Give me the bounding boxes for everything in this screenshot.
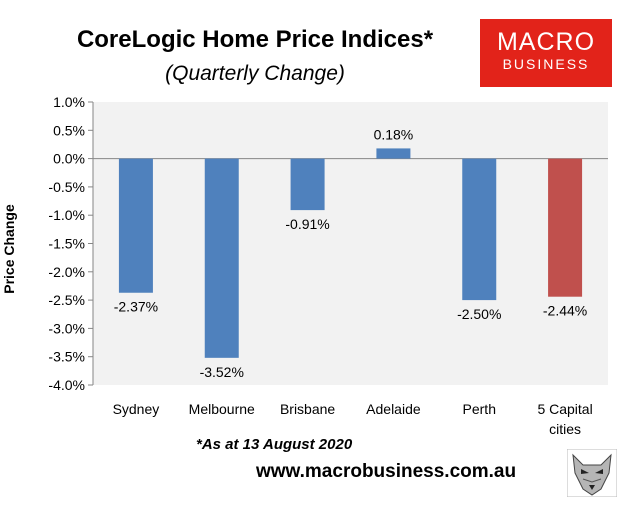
y-tick-label: 0.0% xyxy=(53,151,85,167)
bar xyxy=(118,158,153,293)
y-tick-label: -1.0% xyxy=(48,207,85,223)
y-tick-label: -3.5% xyxy=(48,349,85,365)
footnote: *As at 13 August 2020 xyxy=(196,436,353,453)
y-tick-label: -2.5% xyxy=(48,292,85,308)
y-tick-label: 1.0% xyxy=(53,94,85,110)
x-tick-label: Melbourne xyxy=(189,401,255,417)
plot-area xyxy=(93,102,608,385)
bar xyxy=(204,158,239,358)
x-tick-label: Perth xyxy=(463,401,496,417)
x-tick-label: cities xyxy=(549,421,581,437)
data-label: 0.18% xyxy=(374,126,414,142)
y-tick-label: -4.0% xyxy=(48,377,85,393)
data-label: -0.91% xyxy=(285,216,329,232)
x-tick-label: Sydney xyxy=(113,401,160,417)
x-tick-label: Brisbane xyxy=(280,401,335,417)
data-label: -2.44% xyxy=(543,303,587,319)
data-label: -2.37% xyxy=(114,299,158,315)
bar xyxy=(462,158,497,301)
bar xyxy=(290,158,325,211)
y-tick-label: -2.0% xyxy=(48,264,85,280)
chart-title: CoreLogic Home Price Indices* xyxy=(76,26,434,53)
bar xyxy=(548,158,583,297)
data-label: -2.50% xyxy=(457,306,501,322)
y-tick-label: -3.0% xyxy=(48,320,85,336)
y-tick-label: 0.5% xyxy=(53,122,85,138)
website-url: www.macrobusiness.com.au xyxy=(256,461,517,482)
y-tick-label: -1.5% xyxy=(48,236,85,252)
wolf-icon xyxy=(567,449,617,497)
logo-line1: MACRO xyxy=(496,28,596,56)
data-label: -3.52% xyxy=(200,364,244,380)
x-tick-label: 5 Capital xyxy=(537,401,592,417)
y-tick-label: -0.5% xyxy=(48,179,85,195)
chart-subtitle: (Quarterly Change) xyxy=(165,62,345,85)
x-tick-label: Adelaide xyxy=(366,401,421,417)
bar xyxy=(376,148,411,159)
logo-line2: BUSINESS xyxy=(502,56,590,72)
macrobusiness-logo: MACRO BUSINESS xyxy=(480,19,612,87)
